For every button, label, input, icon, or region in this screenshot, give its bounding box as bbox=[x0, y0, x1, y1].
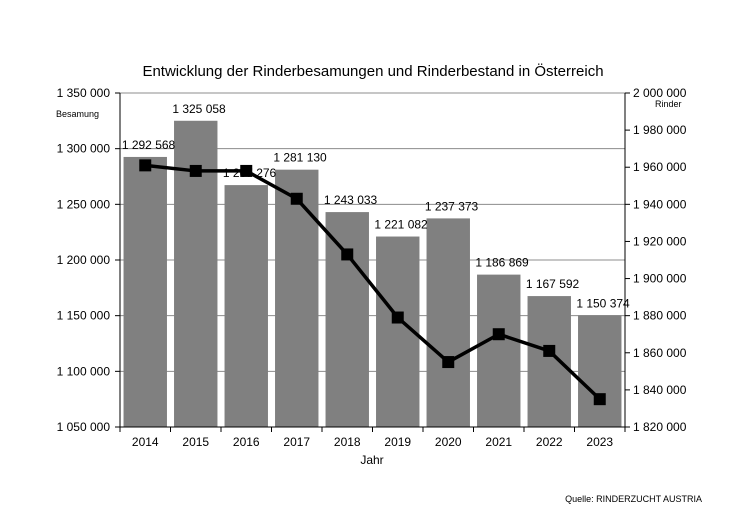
line-point-2018 bbox=[341, 248, 354, 261]
left-axis-title: Besamung bbox=[56, 109, 99, 119]
x-axis-title: Jahr bbox=[360, 453, 383, 467]
bar-2020 bbox=[426, 218, 470, 427]
x-axis-tick-label: 2016 bbox=[233, 435, 260, 449]
bar-2023 bbox=[578, 315, 622, 427]
line-point-2022 bbox=[543, 344, 556, 357]
line-point-2021 bbox=[492, 328, 505, 341]
left-axis-tick-label: 1 300 000 bbox=[57, 142, 111, 156]
bar-2022 bbox=[527, 296, 571, 427]
x-axis-tick-label: 2014 bbox=[132, 435, 159, 449]
chart-title: Entwicklung der Rinderbesamungen und Rin… bbox=[142, 62, 603, 80]
right-axis-tick-label: 1 840 000 bbox=[633, 383, 687, 397]
bar-2017 bbox=[275, 169, 319, 427]
right-axis-tick-label: 1 900 000 bbox=[633, 272, 687, 286]
line-point-2023 bbox=[593, 393, 606, 406]
bar-2016 bbox=[224, 185, 268, 427]
left-axis-tick-label: 1 150 000 bbox=[57, 309, 111, 323]
left-axis-tick-labels: 1 050 000 1 100 000 1 150 000 1 200 000 1 25… bbox=[57, 86, 111, 434]
x-axis-tick-label: 2015 bbox=[182, 435, 209, 449]
line-series bbox=[139, 159, 606, 406]
left-axis-tick-label: 1 350 000 bbox=[57, 86, 111, 100]
left-axis-tick-label: 1 100 000 bbox=[57, 364, 111, 378]
rinder-line bbox=[145, 163, 601, 401]
x-axis-tick-label: 2023 bbox=[586, 435, 613, 449]
right-axis-tick-label: 1 880 000 bbox=[633, 309, 687, 323]
bar-data-label: 1 186 869 bbox=[475, 256, 529, 270]
x-axis-tick-label: 2020 bbox=[435, 435, 462, 449]
bar-data-label: 1 325 058 bbox=[172, 102, 226, 116]
x-axis-tick-label: 2017 bbox=[283, 435, 310, 449]
bar-data-label: 1 281 130 bbox=[273, 151, 327, 165]
right-axis-tick-label: 1 820 000 bbox=[633, 420, 687, 434]
bar-data-label: 1 167 592 bbox=[526, 277, 580, 291]
axes bbox=[115, 92, 630, 432]
left-axis-tick-label: 1 250 000 bbox=[57, 197, 111, 211]
right-axis-tick-label: 1 860 000 bbox=[633, 346, 687, 360]
right-axis-tick-label: 1 940 000 bbox=[633, 197, 687, 211]
bar-data-label: 1 237 373 bbox=[425, 199, 479, 213]
line-point-2017 bbox=[290, 192, 303, 205]
x-axis-tick-label: 2018 bbox=[334, 435, 361, 449]
right-axis-tick-labels: 1 820 000 1 840 000 1 860 000 1 880 000 1 90… bbox=[633, 86, 687, 434]
line-point-2020 bbox=[442, 356, 455, 369]
x-axis-tick-labels: 2014 2015 2016 2017 2018 2019 2020 2021 2022 2023 bbox=[132, 435, 614, 449]
line-point-2014 bbox=[139, 159, 152, 172]
bar-2018 bbox=[325, 212, 369, 427]
right-axis-tick-label: 1 920 000 bbox=[633, 234, 687, 248]
bar-data-label: 1 292 568 bbox=[122, 138, 176, 152]
bar-data-label: 1 221 082 bbox=[374, 218, 428, 232]
source-note: Quelle: RINDERZUCHT AUSTRIA bbox=[565, 494, 702, 504]
right-axis-title: Rinder bbox=[655, 99, 682, 109]
bar-2014 bbox=[123, 156, 167, 427]
bar-data-label: 1 243 033 bbox=[324, 193, 378, 207]
x-axis-tick-label: 2022 bbox=[536, 435, 563, 449]
bar-2021 bbox=[477, 274, 521, 427]
bar-data-label: 1 150 374 bbox=[576, 296, 630, 310]
line-point-2019 bbox=[391, 311, 404, 324]
line-point-2016 bbox=[240, 164, 253, 177]
x-axis-tick-label: 2019 bbox=[384, 435, 411, 449]
left-axis-tick-label: 1 050 000 bbox=[57, 420, 111, 434]
right-axis-tick-label: 1 960 000 bbox=[633, 160, 687, 174]
right-axis-tick-label: 1 980 000 bbox=[633, 123, 687, 137]
line-point-2015 bbox=[189, 164, 202, 177]
left-axis-tick-label: 1 200 000 bbox=[57, 253, 111, 267]
x-axis-tick-label: 2021 bbox=[485, 435, 512, 449]
right-axis-tick-label: 2 000 000 bbox=[633, 86, 687, 100]
